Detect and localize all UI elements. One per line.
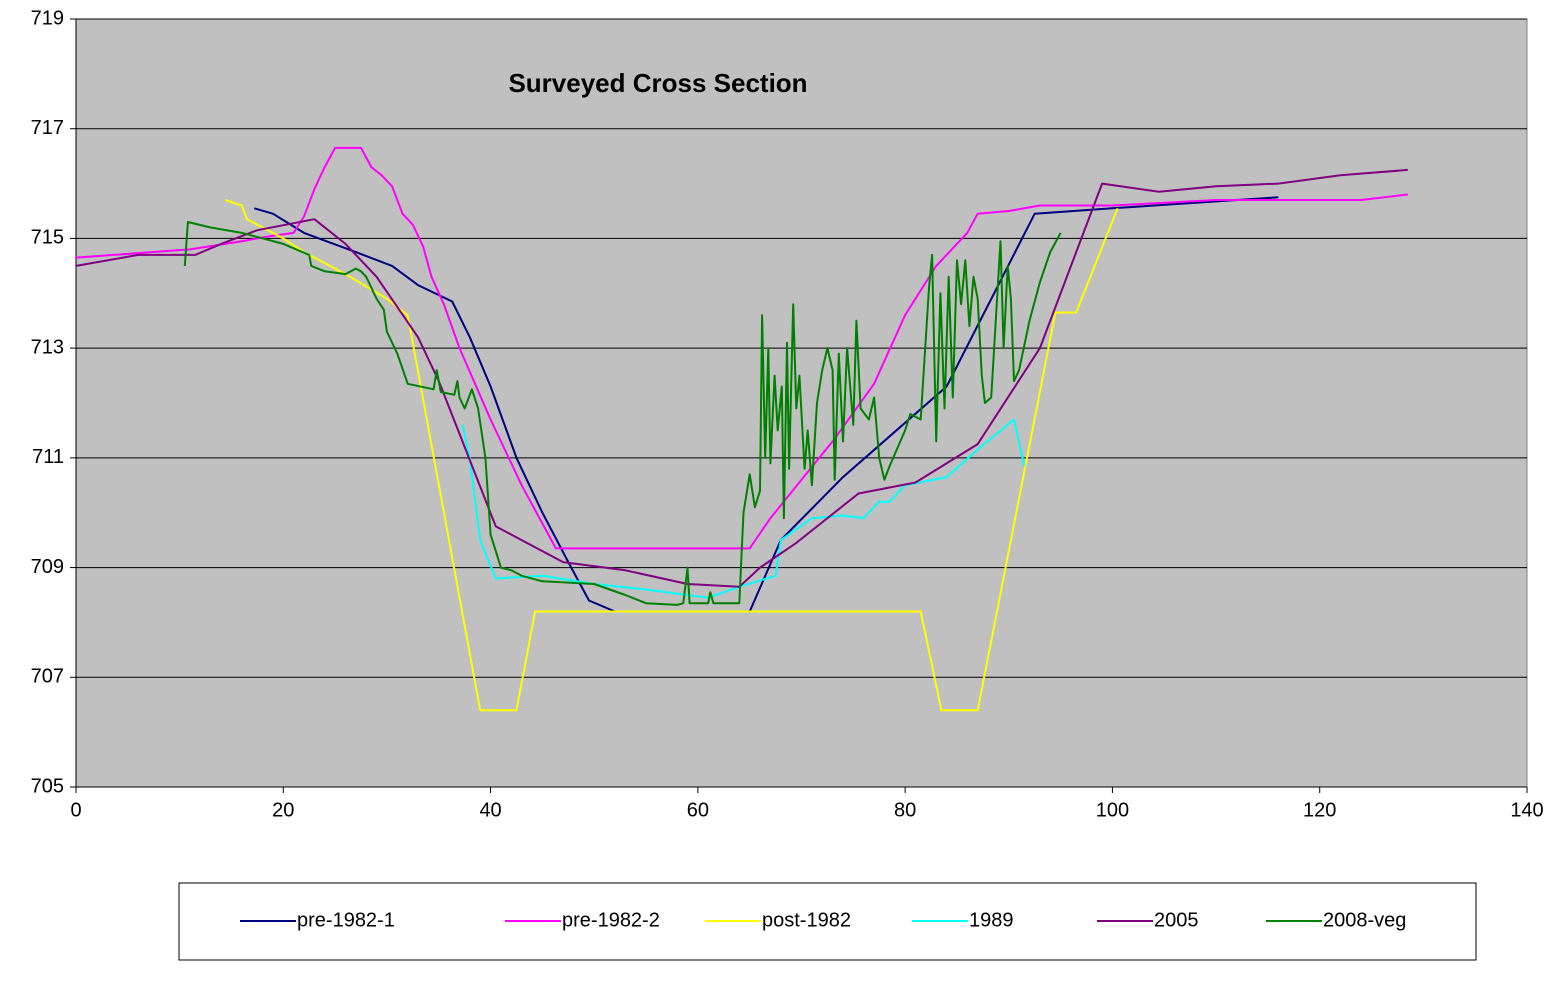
series-line [183,221,1062,606]
x-tick-label: 140 [1510,799,1543,821]
y-tick-label: 711 [32,446,64,468]
y-tick-label: 707 [31,666,64,688]
x-tick-label: 80 [894,799,916,821]
legend-label: pre-1982-1 [297,909,395,931]
x-tick-label: 20 [272,799,294,821]
series-line [254,196,1279,613]
y-tick-label: 713 [31,336,64,358]
legend-label: pre-1982-2 [562,909,660,931]
legend-label: 2008-veg [1323,909,1406,931]
y-tick-label: 715 [31,227,64,249]
legend-label: post-1982 [762,909,851,931]
chart-title: Surveyed Cross Section [508,68,807,98]
x-tick-label: 120 [1303,799,1336,821]
x-tick-label: 40 [479,799,501,821]
series-line [75,146,1408,550]
legend-box [178,882,1477,961]
x-tick-label: 60 [687,799,709,821]
y-tick-label: 709 [31,556,64,578]
x-tick-label: 100 [1096,799,1129,821]
y-tick-label: 705 [31,775,64,797]
series-line [461,418,1026,599]
series-line [224,199,1119,712]
legend-label: 1989 [969,909,1014,931]
y-tick-label: 717 [31,117,64,139]
legend-label: 2005 [1154,909,1199,931]
x-tick-label: 0 [70,799,81,821]
y-tick-label: 719 [31,7,64,29]
